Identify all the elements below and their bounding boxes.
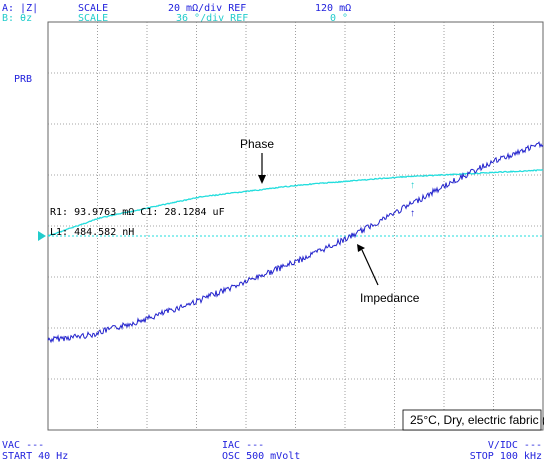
header-b: B: θz SCALE 36 °/div REF 0 ° xyxy=(2,13,348,24)
marker-readout: L1: 484.582 nH xyxy=(50,227,134,238)
trace-a-scale: SCALE xyxy=(78,3,108,14)
footer-left: VAC --- xyxy=(2,440,44,451)
impedance-trace xyxy=(47,141,544,344)
trace-b-ref: 0 ° xyxy=(330,13,348,24)
trace-b-label: B: θz xyxy=(2,13,32,24)
trace-b-per-div: 36 °/div REF xyxy=(176,13,248,24)
cursor-marker: ↑ xyxy=(410,180,415,191)
impedance-arrowhead xyxy=(357,244,365,252)
trace-b-scale: SCALE xyxy=(78,13,108,24)
trace-a-ref: 120 mΩ xyxy=(315,3,351,14)
marker-readout: R1: 93.9763 mΩ C1: 28.1284 uF xyxy=(50,207,225,218)
header-a: A: |Z| SCALE 20 mΩ/div REF 120 mΩ xyxy=(2,3,351,14)
probe-label: PRB xyxy=(14,74,32,85)
footer-right: V/IDC --- xyxy=(488,440,542,451)
grid xyxy=(48,22,543,430)
caption: 25°C, Dry, electric fabric (4 cm x 4 cm) xyxy=(410,413,544,427)
cursor-marker: ↑ xyxy=(410,208,415,219)
impedance-arrow xyxy=(361,249,379,286)
trace-a-per-div: 20 mΩ/div REF xyxy=(168,3,246,14)
footer-center: IAC --- xyxy=(222,440,264,451)
phase-trace xyxy=(47,169,544,237)
trace-a-label: A: |Z| xyxy=(2,3,38,14)
footer-right: STOP 100 kHz xyxy=(470,451,542,462)
footer-center: OSC 500 mVolt xyxy=(222,451,300,462)
caption-box xyxy=(402,409,542,431)
footer-left: START 40 Hz xyxy=(2,451,68,462)
phase-label: Phase xyxy=(240,137,274,151)
reference-marker xyxy=(38,231,46,241)
phase-arrowhead xyxy=(258,175,266,184)
impedance-label: Impedance xyxy=(360,291,420,305)
